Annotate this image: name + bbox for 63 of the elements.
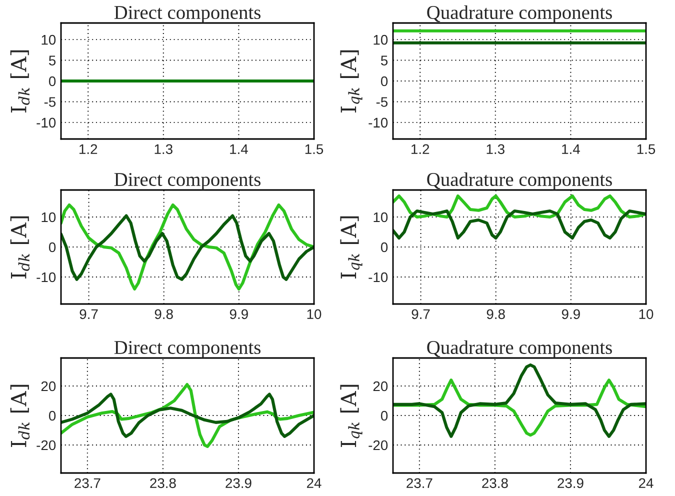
y-axis-title: I$_{qk}$ [A] [340,50,362,112]
x-tick-label: 9.7 [80,309,98,320]
y-tick-label: -10 [368,118,388,128]
y-tick-label: 0 [48,410,56,421]
y-tick-label: -10 [36,272,56,282]
x-tick-label: 23.7 [406,478,432,488]
x-tick-label: 24 [638,478,654,488]
line-series [393,209,646,240]
x-tick-label: 23.8 [482,478,508,488]
y-tick-label: 0 [380,76,388,86]
y-tick-label: 5 [48,56,56,66]
y-axis-title: I$_{dk}$ [A] [10,384,30,447]
x-tick-label: 1.2 [412,144,430,154]
y-tick-label: 20 [41,381,56,392]
y-tick-label: 10 [42,212,56,222]
line-series [61,214,314,281]
y-tick-label: 10 [374,34,388,45]
x-tick-label: 23.9 [558,478,584,488]
line-series [393,363,646,438]
x-tick-label: 9.8 [154,309,173,320]
y-tick-label: 20 [373,381,388,392]
y-tick-label: 0 [48,242,56,252]
x-tick-label: 1.4 [562,144,580,154]
x-tick-label: 1.3 [486,144,504,154]
x-tick-label: 9.7 [412,309,430,320]
x-tick-label: 9.8 [486,309,505,320]
chart-title: Quadrature components [427,5,612,23]
y-tick-label: 10 [374,212,388,222]
chart-title: Quadrature components [427,340,612,358]
y-tick-label: -20 [36,440,56,450]
line-series [61,392,314,438]
x-tick-label: 10 [639,309,654,320]
x-tick-label: 9.9 [562,309,580,320]
y-tick-label: -5 [376,97,388,107]
y-axis-title: I$_{qk}$ [A] [340,216,362,278]
x-tick-label: 10 [307,309,322,320]
y-tick-label: 0 [48,76,56,86]
y-axis-title: I$_{dk}$ [A] [10,50,30,112]
y-tick-label: 0 [380,410,388,421]
x-tick-label: 23.7 [74,478,100,488]
x-tick-label: 1.5 [305,144,324,154]
x-tick-label: 23.9 [226,478,252,488]
y-tick-label: 5 [380,56,388,66]
chart-title: Direct components [114,172,260,190]
x-tick-label: 24 [306,478,322,488]
y-tick-label: -10 [36,118,56,128]
y-tick-label: -10 [368,272,388,282]
y-tick-label: -5 [44,97,56,107]
chart-title: Quadrature components [427,172,612,190]
x-tick-label: 1.5 [637,144,656,154]
x-tick-label: 1.3 [154,144,172,154]
x-tick-label: 1.2 [80,144,98,154]
line-series [61,203,314,291]
x-tick-label: 1.4 [230,144,248,154]
y-axis-title: I$_{qk}$ [A] [340,384,362,447]
x-tick-label: 23.8 [150,478,176,488]
y-tick-label: 10 [42,34,56,45]
chart-title: Direct components [114,340,260,358]
y-axis-title: I$_{dk}$ [A] [10,216,30,278]
y-tick-label: 0 [380,242,388,252]
y-tick-label: -20 [368,440,388,450]
chart-title: Direct components [114,6,260,23]
x-tick-label: 9.9 [230,309,248,320]
